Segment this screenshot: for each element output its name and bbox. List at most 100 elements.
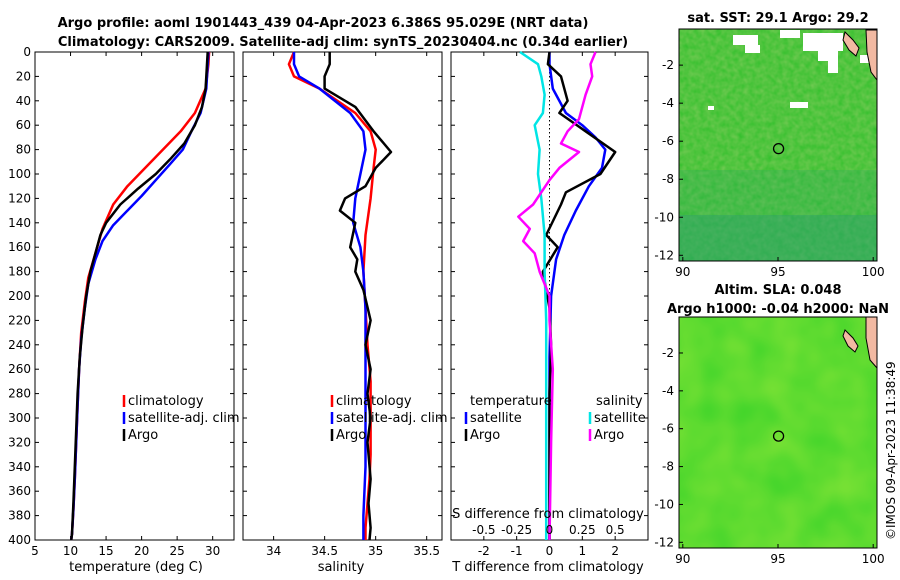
series-line-satellite-adj-clim bbox=[292, 52, 367, 540]
series-line-s-satellite bbox=[519, 50, 548, 540]
y-tick-label: 380 bbox=[8, 509, 31, 523]
x-tick-label: 30 bbox=[205, 544, 220, 558]
map-y-tick-label: -12 bbox=[654, 248, 674, 262]
series-line-s-argo bbox=[517, 51, 597, 541]
map-y-tick-label: -2 bbox=[662, 58, 674, 72]
map-x-tick-label: 100 bbox=[862, 265, 885, 279]
y-tick-label: 140 bbox=[8, 216, 31, 230]
y-tick-label: 120 bbox=[8, 191, 31, 205]
sla-map: Altim. SLA: 0.048 Argo h1000: -0.04 h200… bbox=[654, 283, 889, 566]
temperature-panel: 0 20 40 60 80 100 120 140 160 180 200 220 240 260 280 3… bbox=[8, 45, 240, 575]
x-tick-label: 1 bbox=[579, 544, 587, 558]
sla-map-title-line1: Altim. SLA: 0.048 bbox=[715, 283, 842, 298]
y-tick-label: 220 bbox=[8, 313, 31, 327]
landmass-coast bbox=[865, 29, 878, 82]
s-tick-label: 0.25 bbox=[569, 523, 596, 537]
map-x-tick-label: 100 bbox=[862, 552, 885, 566]
x-tick-label: 34.5 bbox=[311, 544, 338, 558]
salinity-xlabel: salinity bbox=[318, 560, 365, 575]
legend-satellite: satellite-adj. clim bbox=[128, 411, 240, 426]
x-tick-label: 25 bbox=[170, 544, 185, 558]
y-tick-label: 40 bbox=[16, 94, 31, 108]
temperature-legend: climatology satellite-adj. clim Argo bbox=[122, 394, 240, 443]
map-y-tick-label: -6 bbox=[662, 134, 674, 148]
landmass-sumatra bbox=[842, 329, 859, 353]
x-tick-label: 5 bbox=[31, 544, 39, 558]
s-tick-label: 0.5 bbox=[606, 523, 625, 537]
x-tick-label: 34 bbox=[266, 544, 281, 558]
map-y-tick-label: -4 bbox=[662, 96, 674, 110]
map-y-tick-label: -8 bbox=[662, 172, 674, 186]
map-x-tick-label: 90 bbox=[675, 265, 690, 279]
map-x-tick-label: 95 bbox=[770, 552, 785, 566]
series-line-t-argo bbox=[541, 51, 617, 540]
y-tick-label: 320 bbox=[8, 435, 31, 449]
t-difference-xlabel: T difference from climatology bbox=[451, 560, 644, 575]
y-tick-label: 20 bbox=[16, 69, 31, 83]
y-tick-label: 400 bbox=[8, 533, 31, 547]
legend-t-satellite: satellite bbox=[470, 411, 522, 426]
legend-climatology: climatology bbox=[336, 394, 412, 409]
figure-title-line1: Argo profile: aoml 1901443_439 04-Apr-20… bbox=[58, 16, 589, 31]
x-tick-label: -1 bbox=[511, 544, 523, 558]
legend-s-satellite: satellite bbox=[594, 411, 646, 426]
cloud-mask bbox=[708, 30, 872, 110]
legend-argo: Argo bbox=[128, 428, 158, 443]
y-tick-label: 240 bbox=[8, 338, 31, 352]
y-tick-label: 300 bbox=[8, 411, 31, 425]
temperature-xlabel: temperature (deg C) bbox=[69, 560, 203, 575]
s-tick-label: -0.25 bbox=[501, 523, 532, 537]
salinity-legend: climatology satellite-adj. clim Argo bbox=[330, 394, 448, 443]
s-difference-label: S difference from climatology bbox=[452, 507, 644, 522]
series-line-argo bbox=[69, 51, 209, 541]
y-tick-label: 160 bbox=[8, 240, 31, 254]
s-tick-label: -0.5 bbox=[472, 523, 495, 537]
legend-climatology: climatology bbox=[128, 394, 204, 409]
map-x-tick-label: 95 bbox=[770, 265, 785, 279]
sst-map: sat. SST: 29.1 Argo: 29.2 90 95 100 -2 -4 -6 -… bbox=[654, 11, 884, 279]
figure-title-line2: Climatology: CARS2009. Satellite-adj cli… bbox=[58, 35, 628, 50]
map-y-tick-label: -6 bbox=[662, 422, 674, 436]
y-tick-label: 340 bbox=[8, 460, 31, 474]
y-tick-label: 100 bbox=[8, 167, 31, 181]
map-y-tick-label: -2 bbox=[662, 346, 674, 360]
legend-s-argo: Argo bbox=[594, 428, 624, 443]
imos-credit: ©IMOS 09-Apr-2023 11:38:49 bbox=[884, 361, 898, 540]
map-y-tick-label: -10 bbox=[654, 210, 674, 224]
s-tick-label: 0 bbox=[546, 523, 554, 537]
landmass-sumatra bbox=[842, 31, 860, 57]
y-tick-label: 0 bbox=[23, 45, 31, 59]
y-tick-label: 280 bbox=[8, 387, 31, 401]
s-difference-ticks: -0.5 -0.25 0 0.25 0.5 bbox=[472, 523, 625, 537]
map-x-tick-label: 90 bbox=[675, 552, 690, 566]
y-tick-label: 60 bbox=[16, 118, 31, 132]
y-tick-label: 80 bbox=[16, 143, 31, 157]
argo-profile-marker bbox=[772, 142, 785, 155]
map-y-tick-label: -4 bbox=[662, 384, 674, 398]
x-tick-label: 20 bbox=[134, 544, 149, 558]
y-tick-label: 200 bbox=[8, 289, 31, 303]
x-tick-label: 35.5 bbox=[413, 544, 440, 558]
legend-satellite: satellite-adj. clim bbox=[336, 411, 448, 426]
salinity-panel: 34 34.5 35 35.5 salinity climatology satell… bbox=[242, 51, 448, 575]
y-tick-label: 180 bbox=[8, 265, 31, 279]
difference-legend: temperature satellite Argo salinity sate… bbox=[464, 394, 646, 443]
legend-argo: Argo bbox=[336, 428, 366, 443]
legend-salinity-title: salinity bbox=[596, 394, 643, 409]
legend-t-argo: Argo bbox=[470, 428, 500, 443]
map-y-tick-label: -12 bbox=[654, 535, 674, 549]
x-tick-label: 35 bbox=[368, 544, 383, 558]
y-tick-label: 360 bbox=[8, 484, 31, 498]
x-tick-label: 15 bbox=[98, 544, 113, 558]
sst-map-title: sat. SST: 29.1 Argo: 29.2 bbox=[687, 11, 868, 26]
argo-profile-marker bbox=[772, 430, 785, 442]
x-tick-label: -2 bbox=[478, 544, 490, 558]
legend-temperature-title: temperature bbox=[470, 394, 552, 409]
x-tick-label: 0 bbox=[546, 544, 554, 558]
sla-map-title-line2: Argo h1000: -0.04 h2000: NaN bbox=[667, 302, 889, 317]
map-y-tick-label: -8 bbox=[662, 460, 674, 474]
difference-panel: -2 -1 0 1 2 T difference from climatology S … bbox=[450, 50, 649, 575]
y-tick-label: 260 bbox=[8, 362, 31, 376]
map-y-tick-label: -10 bbox=[654, 497, 674, 511]
